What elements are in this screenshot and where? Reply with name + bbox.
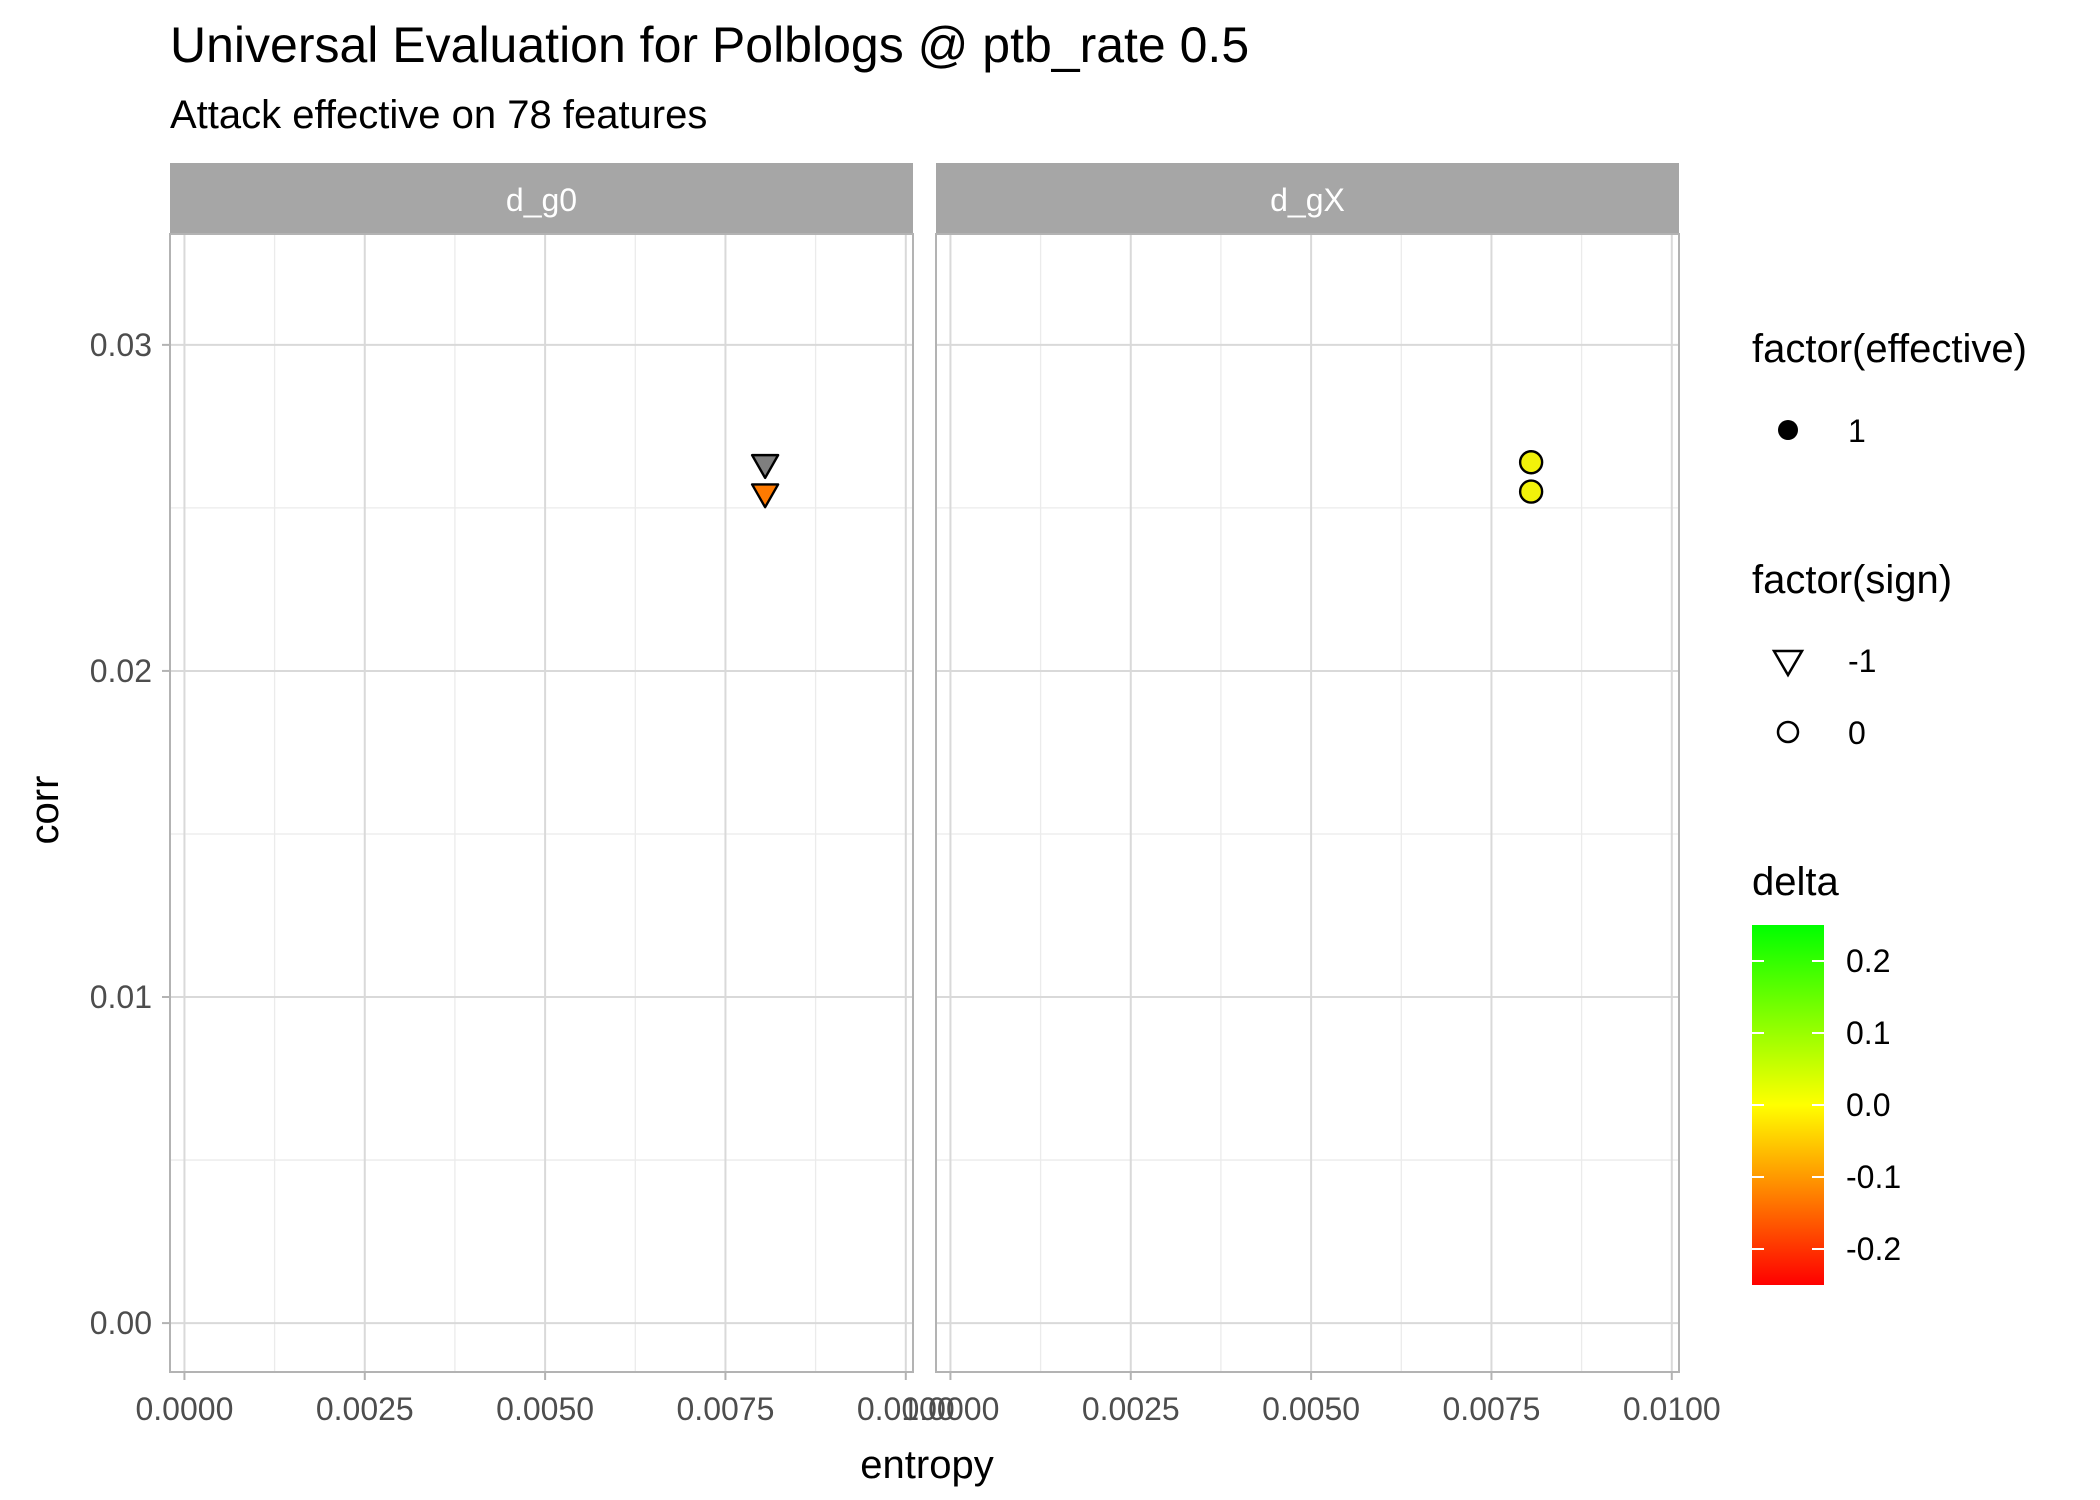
- x-tick-label: 0.0000: [901, 1391, 999, 1427]
- facet-strip-label: d_g0: [506, 182, 577, 218]
- facet-strip: [170, 163, 913, 234]
- panel-background: [936, 234, 1679, 1372]
- colorbar-tick-label: -0.2: [1846, 1231, 1901, 1267]
- data-point-circle: [1518, 450, 1544, 475]
- data-point-triangle: [750, 453, 780, 480]
- legend-delta-title: delta: [1752, 860, 1839, 904]
- y-axis: 0.00 0.01 0.02 0.03: [90, 327, 170, 1341]
- y-tick-label: 0.03: [90, 327, 152, 363]
- legend-effective-key-1: [1778, 420, 1798, 440]
- y-tick-label: 0.00: [90, 1305, 152, 1341]
- facet-strip-label: d_gX: [1270, 182, 1345, 218]
- data-point-triangle: [750, 483, 780, 509]
- colorbar-tick-label: -0.1: [1846, 1159, 1901, 1195]
- x-tick-label: 0.0100: [1623, 1391, 1721, 1427]
- colorbar-tick-label: 0.2: [1846, 943, 1890, 979]
- x-tick-label: 0.0050: [1262, 1391, 1360, 1427]
- x-tick-label: 0.0075: [1443, 1391, 1541, 1427]
- facet-panel-d_gX: d_gX 0.0000 0.0025 0.0050 0.0075 0.0100: [901, 163, 1721, 1427]
- legend-sign-label-minus1: -1: [1848, 643, 1876, 679]
- panel-background: [170, 234, 913, 1372]
- x-tick-label: 0.0025: [1082, 1391, 1180, 1427]
- facet-panel-d_g0: d_g0 0.0000 0.0025 0.0050 0.0075 0.0100: [135, 163, 955, 1427]
- x-tick-label: 0.0025: [316, 1391, 414, 1427]
- legend-effective-label-1: 1: [1848, 413, 1866, 449]
- panel-border: [935, 233, 1680, 1373]
- facet-strip: [936, 163, 1679, 234]
- y-axis-title: corr: [23, 776, 67, 845]
- y-tick-label: 0.01: [90, 979, 152, 1015]
- legend-delta-ticks: 0.2 0.1 0.0 -0.1 -0.2: [1752, 943, 1901, 1267]
- chart-subtitle: Attack effective on 78 features: [170, 93, 707, 137]
- legend-sign-label-0: 0: [1848, 715, 1866, 751]
- x-axis-title: entropy: [860, 1443, 993, 1487]
- x-tick-label: 0.0075: [677, 1391, 775, 1427]
- facet-panels: d_g0 0.0000 0.0025 0.0050 0.0075 0.0100 d_gX 0.…: [135, 163, 1721, 1427]
- x-tick-label: 0.0000: [135, 1391, 233, 1427]
- colorbar-tick-label: 0.1: [1846, 1015, 1890, 1051]
- y-tick-label: 0.02: [90, 653, 152, 689]
- chart-title: Universal Evaluation for Polblogs @ ptb_…: [170, 17, 1249, 73]
- legend: factor(effective) 1 factor(sign) -1 0 de…: [1752, 327, 2027, 1285]
- legend-sign-triangle-icon: [1771, 649, 1805, 678]
- x-tick-label: 0.0050: [496, 1391, 594, 1427]
- legend-sign-title: factor(sign): [1752, 558, 1952, 602]
- x-tick-label: 0.0100: [857, 1391, 955, 1427]
- legend-sign-circle-icon: [1776, 720, 1800, 744]
- data-point-circle: [1518, 479, 1544, 504]
- panel-border: [169, 233, 914, 1373]
- colorbar-tick-label: 0.0: [1846, 1087, 1890, 1123]
- legend-effective-title: factor(effective): [1752, 327, 2027, 371]
